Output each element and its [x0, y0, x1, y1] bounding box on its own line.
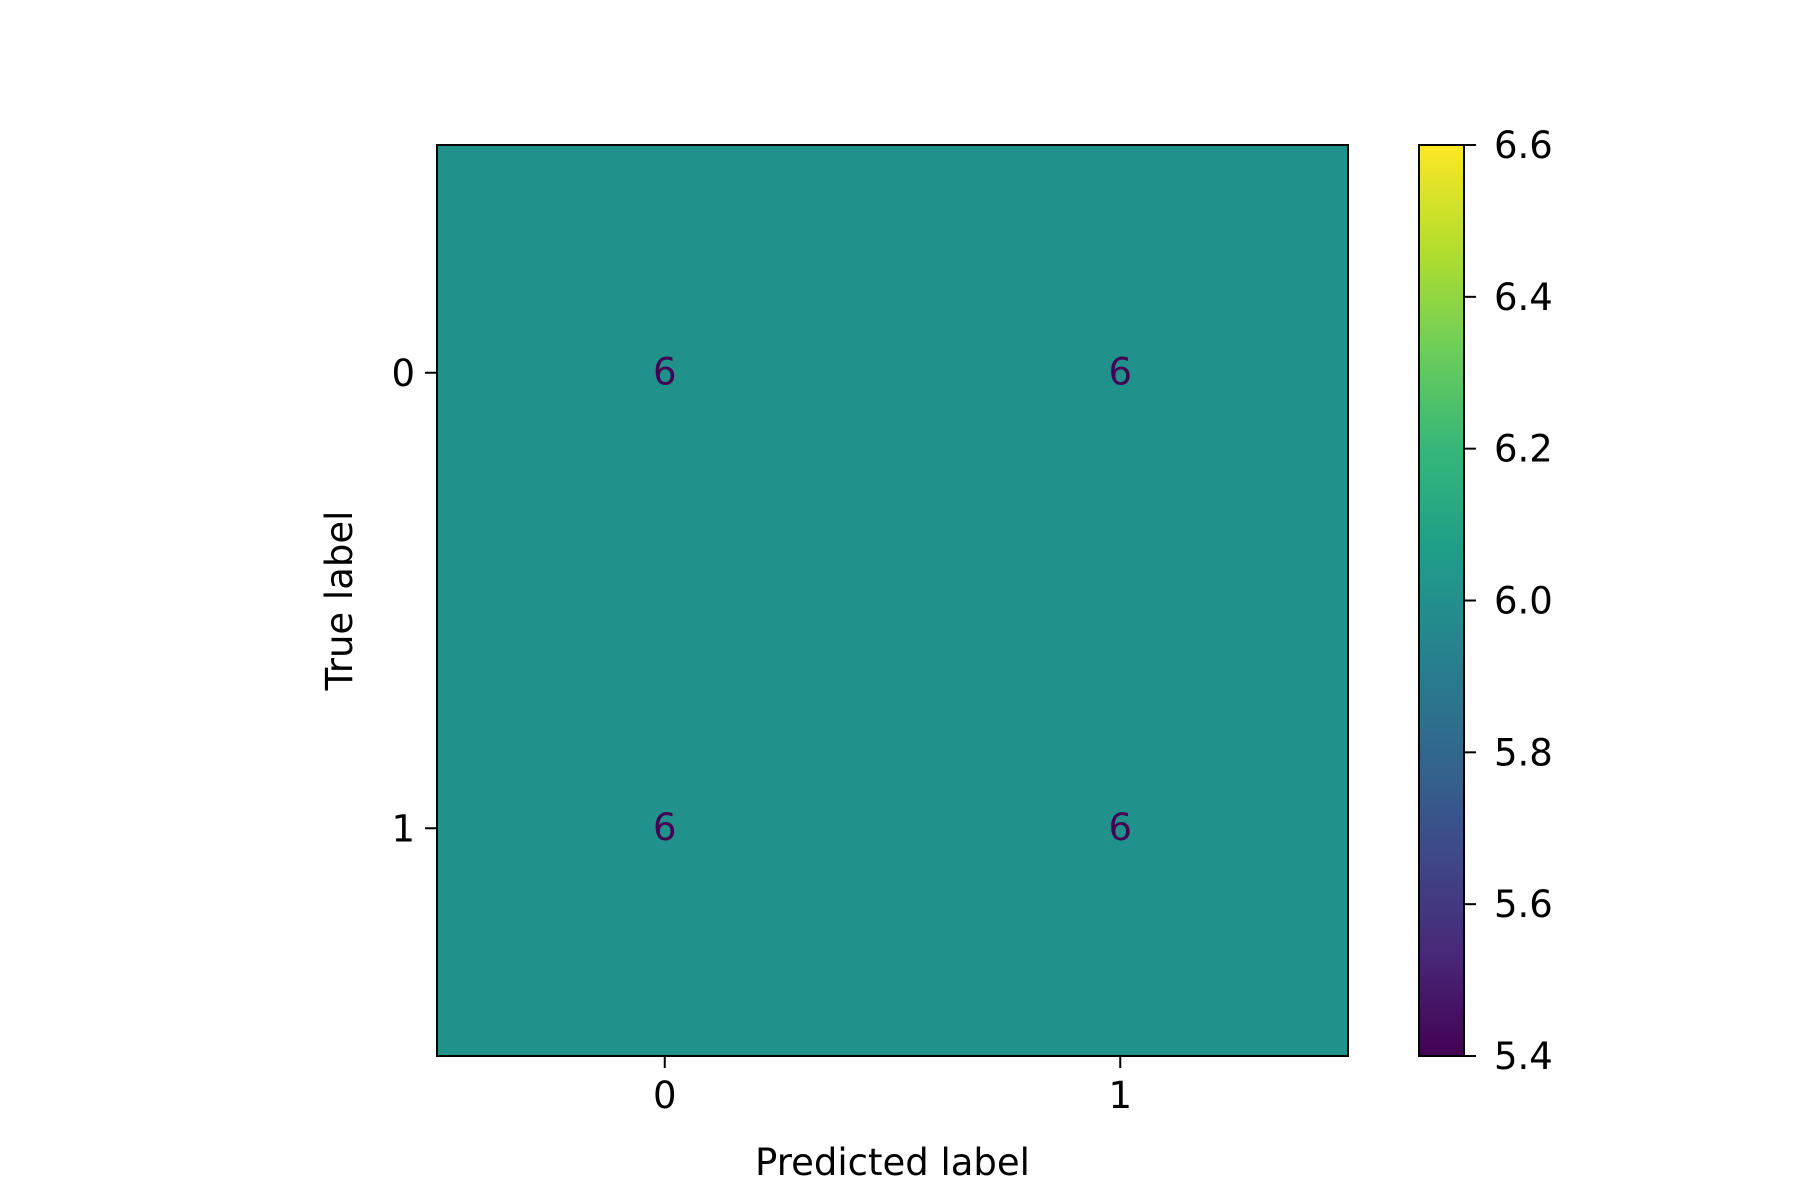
colorbar-tick-label: 6.6 — [1494, 124, 1553, 167]
colorbar-tick-label: 5.8 — [1494, 731, 1553, 774]
y-tick-label: 0 — [391, 352, 415, 395]
matrix-cell-labels: 6 6 6 6 — [653, 350, 1132, 849]
matrix-cell — [437, 600, 893, 1057]
colorbar-tick-label: 5.4 — [1494, 1035, 1553, 1078]
colorbar-tick-label: 6.0 — [1494, 580, 1553, 623]
y-tick-label: 1 — [391, 807, 415, 850]
colorbar-tick-label: 6.2 — [1494, 428, 1553, 471]
cell-value-label: 6 — [1108, 350, 1132, 393]
plot-frame — [436, 144, 1349, 1057]
matrix-cell — [437, 145, 893, 601]
matrix-cells — [437, 145, 1349, 1057]
y-axis-ticks: 01 — [391, 352, 437, 850]
y-axis-label: True label — [318, 511, 361, 692]
x-tick-label: 1 — [1108, 1074, 1132, 1117]
colorbar-ticks: 5.4 5.6 5.8 6.0 6.2 6.4 6.6 — [1464, 124, 1553, 1078]
cell-value-label: 6 — [653, 806, 677, 849]
colorbar-tick-label: 5.6 — [1494, 883, 1553, 926]
x-tick-label: 0 — [653, 1074, 677, 1117]
colorbar-tick-label: 6.4 — [1494, 276, 1553, 319]
cell-value-label: 6 — [653, 350, 677, 393]
matrix-cell — [892, 600, 1349, 1057]
cell-value-label: 6 — [1108, 806, 1132, 849]
colorbar — [1419, 145, 1464, 1056]
matrix-cell — [892, 145, 1349, 601]
x-axis-label: Predicted label — [755, 1141, 1030, 1184]
